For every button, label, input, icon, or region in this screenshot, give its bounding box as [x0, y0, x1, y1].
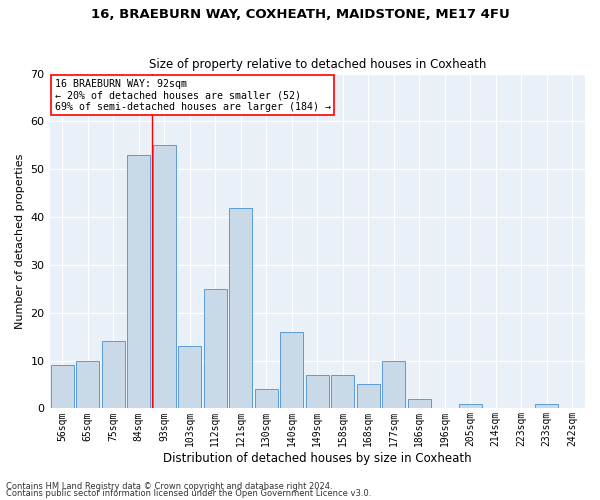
Text: 16 BRAEBURN WAY: 92sqm
← 20% of detached houses are smaller (52)
69% of semi-det: 16 BRAEBURN WAY: 92sqm ← 20% of detached… [55, 78, 331, 112]
Bar [229, 208, 252, 408]
Text: 16, BRAEBURN WAY, COXHEATH, MAIDSTONE, ME17 4FU: 16, BRAEBURN WAY, COXHEATH, MAIDSTONE, M… [91, 8, 509, 20]
Bar [306, 375, 329, 408]
Bar [102, 342, 125, 408]
Bar [357, 384, 380, 408]
Bar [76, 360, 99, 408]
Bar [127, 155, 150, 408]
Bar [255, 390, 278, 408]
Bar [408, 399, 431, 408]
Bar [382, 360, 405, 408]
Bar [178, 346, 201, 408]
Title: Size of property relative to detached houses in Coxheath: Size of property relative to detached ho… [149, 58, 486, 71]
Bar [535, 404, 558, 408]
X-axis label: Distribution of detached houses by size in Coxheath: Distribution of detached houses by size … [163, 452, 472, 465]
Text: Contains HM Land Registry data © Crown copyright and database right 2024.: Contains HM Land Registry data © Crown c… [6, 482, 332, 491]
Bar [331, 375, 354, 408]
Bar [459, 404, 482, 408]
Bar [280, 332, 303, 408]
Y-axis label: Number of detached properties: Number of detached properties [15, 154, 25, 328]
Bar [204, 289, 227, 408]
Text: Contains public sector information licensed under the Open Government Licence v3: Contains public sector information licen… [6, 489, 371, 498]
Bar [51, 366, 74, 408]
Bar [153, 146, 176, 408]
